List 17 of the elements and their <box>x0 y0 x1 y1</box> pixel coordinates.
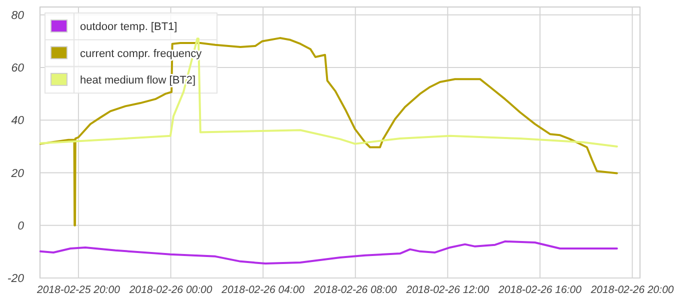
line-series <box>39 38 618 148</box>
y-tick-label: -20 <box>7 273 25 286</box>
line-series <box>39 37 618 226</box>
x-tick-label: 2018-02-26 08:00 <box>312 284 397 296</box>
x-tick-label: 2018-02-26 20:00 <box>590 284 674 296</box>
x-tick-label: 2018-02-26 04:00 <box>220 284 305 296</box>
y-tick-label: 40 <box>11 115 25 128</box>
x-tick-label: 2018-02-26 00:00 <box>128 284 212 296</box>
y-tick-label: 20 <box>10 168 25 180</box>
line-series <box>39 240 618 265</box>
y-tick-label: 60 <box>11 62 25 75</box>
x-tick-label: 2018-02-25 20:00 <box>36 284 120 296</box>
x-tick-label: 2018-02-26 16:00 <box>498 284 582 296</box>
y-tick-label: 80 <box>11 10 25 22</box>
y-tick-label: 0 <box>18 220 25 232</box>
legend-label: outdoor temp. [BT1] <box>80 21 178 34</box>
x-tick-label: 2018-02-26 12:00 <box>405 284 490 296</box>
